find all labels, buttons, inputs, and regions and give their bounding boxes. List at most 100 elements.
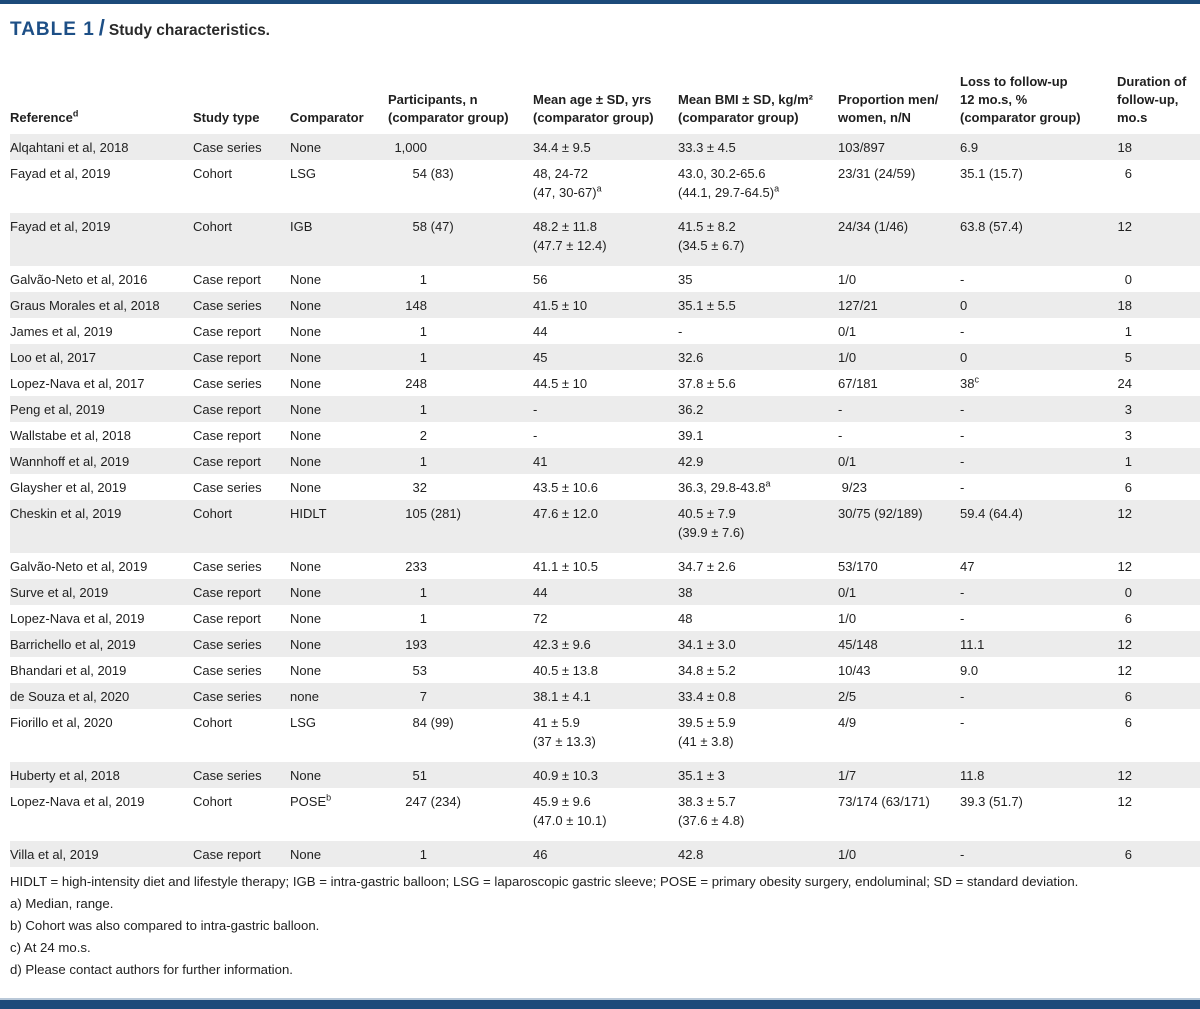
footnote: HIDLT = high-intensity diet and lifestyl… [10,874,1079,889]
cell-comparator: None [290,402,322,417]
cell-participants: 1 [419,847,427,862]
cell-duration: 18 [1117,140,1132,155]
cell-mean_age: - [533,428,538,443]
cell-comparator: IGB [290,219,313,234]
cell-comparator: None [290,768,322,783]
cell-study_type: Case report [193,272,261,287]
col-header-proportion: Proportion men/women, n/N [838,92,939,125]
cell-proportion: 1/7 [838,768,857,783]
cell-duration: 0 [1124,585,1132,600]
cell-participants: 1,000 [394,140,427,155]
cell-loss: 59.4 (64.4) [960,506,1023,521]
cell-study_type: Case report [193,402,261,417]
cell-loss: 39.3 (51.7) [960,794,1023,809]
cell-reference: Wallstabe et al, 2018 [10,428,131,443]
cell-duration: 6 [1124,611,1132,626]
cell-mean_bmi: 35 [678,272,693,287]
cell-comparator: None [290,272,322,287]
table-title: TABLE 1/Study characteristics. [0,0,1200,41]
cell-loss: - [960,847,965,862]
cell-loss: - [960,715,965,730]
cell-mean_bmi: 43.0, 30.2-65.6 (44.1, 29.7-64.5)a [678,166,780,200]
cell-mean_age: 47.6 ± 12.0 [533,506,598,521]
cell-mean_age: 43.5 ± 10.6 [533,480,598,495]
cell-study_type: Case report [193,454,261,469]
cell-participants: 7 [419,689,427,704]
cell-reference: Alqahtani et al, 2018 [10,140,129,155]
col-header-comparator: Comparator [290,110,364,125]
cell-mean_age: 46 [533,847,548,862]
cell-study_type: Case report [193,847,261,862]
cell-loss: 9.0 [960,663,979,678]
cell-proportion: 9/23 [838,480,867,495]
cell-mean_age: 44 [533,585,548,600]
col-header-mean_bmi: Mean BMI ± SD, kg/m² (comparator group) [678,92,813,125]
bottom-accent-bar [0,998,1200,1009]
cell-study_type: Case report [193,611,261,626]
cell-mean_bmi: 42.9 [678,454,704,469]
cell-comparator: none [290,689,319,704]
cell-proportion: 23/31 (24/59) [838,166,916,181]
cell-mean_age: - [533,402,538,417]
cell-mean_bmi: 36.2 [678,402,704,417]
col-header-loss: Loss to follow-up 12 mo.s, % (comparator g… [960,74,1081,125]
cell-study_type: Case report [193,324,261,339]
table-row: Graus Morales et al, 2018 Case series None… [10,292,1200,318]
title-slash-icon: / [98,15,105,40]
cell-proportion: 73/174 (63/171) [838,794,930,809]
cell-duration: 3 [1124,402,1132,417]
cell-mean_age: 41 ± 5.9 (37 ± 13.3) [533,715,596,749]
top-accent-bar [0,0,1200,4]
cell-comparator: LSG [290,166,317,181]
cell-participants: 58 (47) [412,219,454,234]
cell-loss: - [960,585,965,600]
table-row: Fayad et al, 2019 Cohort IGB 58 (47) 48.2 ± … [10,213,1200,266]
table-row: Lopez-Nava et al, 2019 Cohort POSEb 247 (23… [10,788,1200,841]
cell-study_type: Case report [193,350,261,365]
cell-proportion: 0/1 [838,585,857,600]
cell-reference: Cheskin et al, 2019 [10,506,122,521]
cell-reference: Bhandari et al, 2019 [10,663,127,678]
cell-loss: - [960,480,965,495]
cell-mean_age: 41 [533,454,548,469]
cell-mean_age: 40.9 ± 10.3 [533,768,598,783]
cell-loss: 47 [960,559,975,574]
cell-duration: 6 [1124,480,1132,495]
cell-mean_bmi: 38 [678,585,693,600]
cell-proportion: 67/181 [838,376,878,391]
cell-comparator: LSG [290,715,317,730]
table-row: Lopez-Nava et al, 2017 Case series None 248… [10,370,1200,396]
cell-comparator: POSEb [290,792,332,809]
cell-study_type: Case series [193,140,262,155]
cell-participants: 54 (83) [412,166,454,181]
col-header-study_type: Study type [193,110,260,125]
cell-duration: 3 [1124,428,1132,443]
cell-proportion: 4/9 [838,715,857,730]
table-row: Fiorillo et al, 2020 Cohort LSG 84 (99) 41 ±… [10,709,1200,762]
cell-participants: 84 (99) [412,715,454,730]
cell-participants: 53 [412,663,427,678]
cell-proportion: 45/148 [838,637,878,652]
cell-participants: 247 (234) [405,794,461,809]
cell-duration: 12 [1117,637,1132,652]
footnote: d) Please contact authors for further in… [10,962,293,977]
cell-comparator: None [290,585,322,600]
cell-reference: Fiorillo et al, 2020 [10,715,113,730]
cell-reference: Barrichello et al, 2019 [10,637,136,652]
cell-proportion: 10/43 [838,663,871,678]
table-row: Peng et al, 2019 Case report None 1 - 36.2 - - 3 [10,396,1200,422]
cell-loss: 63.8 (57.4) [960,219,1023,234]
col-header-mean_age: Mean age ± SD, yrs (comparator group) [533,92,654,125]
cell-mean_age: 48.2 ± 11.8 (47.7 ± 12.4) [533,219,607,253]
cell-mean_bmi: 37.8 ± 5.6 [678,376,736,391]
table-row: Galvão-Neto et al, 2016 Case report None 1 5… [10,266,1200,292]
cell-study_type: Cohort [193,794,233,809]
cell-study_type: Case series [193,376,262,391]
cell-participants: 2 [419,428,427,443]
footnote: a) Median, range. [10,896,114,911]
cell-mean_bmi: 34.7 ± 2.6 [678,559,736,574]
cell-loss: 11.8 [960,768,985,783]
cell-comparator: None [290,559,322,574]
cell-mean_age: 34.4 ± 9.5 [533,140,591,155]
cell-reference: Villa et al, 2019 [10,847,99,862]
